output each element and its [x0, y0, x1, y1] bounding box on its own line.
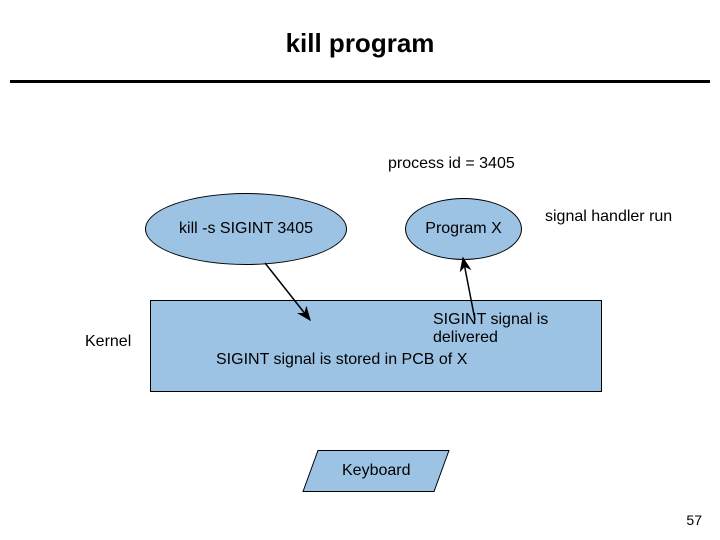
page-number: 57 — [686, 512, 702, 528]
program-x-node: Program X — [405, 198, 522, 260]
kernel-node: SIGINT signal is delivered SIGINT signal… — [150, 300, 602, 392]
keyboard-label: Keyboard — [342, 462, 411, 480]
sigint-delivered-label: SIGINT signal is delivered — [433, 311, 601, 347]
kill-command-node: kill -s SIGINT 3405 — [145, 193, 347, 265]
kill-command-label: kill -s SIGINT 3405 — [179, 220, 313, 238]
program-x-label: Program X — [425, 220, 501, 238]
kernel-label: Kernel — [85, 333, 131, 351]
signal-handler-label: signal handler run — [545, 208, 672, 226]
sigint-stored-label: SIGINT signal is stored in PCB of X — [216, 351, 467, 369]
keyboard-node: Keyboard — [302, 450, 449, 492]
title-divider — [10, 80, 710, 83]
page-title: kill program — [0, 28, 720, 59]
process-id-label: process id = 3405 — [388, 155, 515, 173]
